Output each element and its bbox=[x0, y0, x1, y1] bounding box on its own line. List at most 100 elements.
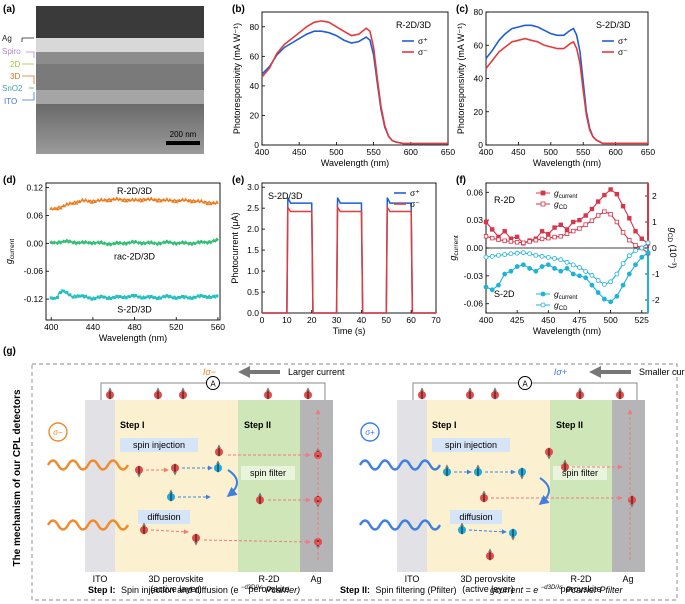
data-point bbox=[77, 240, 82, 245]
data-point bbox=[102, 241, 107, 246]
data-point bbox=[564, 259, 570, 265]
data-point bbox=[608, 279, 614, 285]
data-point bbox=[633, 262, 638, 268]
data-point bbox=[583, 275, 589, 281]
y-tick-label: 0.0 bbox=[247, 308, 259, 318]
data-point bbox=[211, 200, 216, 205]
data-point bbox=[77, 294, 81, 298]
perovskite-3d-layer bbox=[115, 400, 238, 572]
y-tick-label: 60 bbox=[250, 51, 260, 61]
x-tick-label: 400 bbox=[44, 322, 58, 332]
data-point bbox=[539, 229, 545, 234]
data-point bbox=[127, 240, 132, 245]
data-point bbox=[595, 213, 601, 218]
x-tick-label: 500 bbox=[544, 147, 558, 157]
data-point bbox=[124, 198, 129, 203]
light-wave bbox=[46, 519, 130, 531]
data-point bbox=[114, 196, 119, 200]
data-point bbox=[68, 293, 72, 297]
y-right-tick-label: -1 bbox=[652, 269, 660, 279]
data-point bbox=[124, 296, 128, 300]
data-point bbox=[193, 295, 197, 299]
data-point bbox=[171, 296, 175, 300]
caption-eq-tail: Pcarrier Pfilter bbox=[565, 585, 623, 595]
data-point bbox=[61, 239, 66, 244]
layer-labels: Ag Spiro 2D 3D SnO2 ITO bbox=[2, 34, 35, 106]
y-right-tick-label: 0 bbox=[652, 243, 657, 253]
y-tick-label: 0.06 bbox=[26, 211, 43, 221]
x-axis-label: Wavelength (nm) bbox=[533, 158, 601, 168]
data-point bbox=[208, 201, 213, 206]
data-point bbox=[589, 272, 595, 278]
data-point bbox=[164, 197, 169, 201]
x-axis-label: Wavelength (nm) bbox=[99, 333, 167, 343]
data-point bbox=[143, 296, 147, 300]
data-point bbox=[639, 245, 645, 251]
series-label: R-2D/3D bbox=[117, 186, 153, 196]
data-point bbox=[608, 187, 613, 192]
data-point bbox=[545, 262, 551, 268]
layer-label-ag: Ag bbox=[2, 34, 12, 43]
transport-arrow bbox=[150, 529, 189, 535]
legend-label: gCD bbox=[554, 199, 568, 211]
data-point bbox=[552, 255, 557, 261]
data-point bbox=[199, 239, 204, 244]
data-point bbox=[189, 242, 194, 247]
diffusion-label: diffusion bbox=[147, 512, 180, 522]
x-tick-label: 10 bbox=[282, 315, 292, 325]
data-point bbox=[558, 268, 564, 274]
data-point bbox=[121, 296, 125, 300]
data-point bbox=[546, 231, 551, 237]
plot-frame bbox=[261, 11, 449, 146]
data-point bbox=[105, 296, 109, 300]
x-tick-label: 560 bbox=[211, 322, 225, 332]
data-point bbox=[164, 239, 169, 244]
data-point bbox=[177, 198, 182, 203]
data-point bbox=[161, 197, 166, 202]
data-point bbox=[80, 294, 84, 298]
x-tick-label: 500 bbox=[329, 147, 343, 157]
data-point bbox=[111, 241, 116, 246]
panel-a: (a) 200 nm Ag Spiro 2D 3D SnO2 ITO bbox=[2, 4, 204, 154]
perovskite3d-label-2: (active layer) bbox=[150, 584, 202, 594]
x-tick-label: 30 bbox=[332, 315, 342, 325]
ag-label: Ag bbox=[622, 574, 633, 584]
ito-label: ITO bbox=[405, 574, 420, 584]
data-point bbox=[142, 241, 147, 246]
series-line bbox=[262, 204, 436, 314]
legend-label: gcurrent bbox=[554, 289, 578, 301]
data-point bbox=[558, 257, 564, 263]
data-point bbox=[167, 197, 172, 202]
data-point bbox=[214, 237, 219, 242]
data-point bbox=[105, 198, 110, 203]
data-point bbox=[601, 281, 607, 287]
data-point bbox=[633, 229, 638, 234]
data-point bbox=[514, 250, 520, 256]
y-tick-label: 0.12 bbox=[26, 183, 43, 193]
data-point bbox=[614, 219, 620, 225]
data-point bbox=[202, 294, 206, 298]
data-point bbox=[146, 295, 150, 299]
step2-label: Step II bbox=[556, 420, 583, 430]
data-point bbox=[508, 251, 514, 257]
data-point bbox=[589, 282, 595, 288]
data-point bbox=[190, 296, 194, 300]
data-point bbox=[139, 198, 144, 203]
data-point bbox=[564, 231, 570, 236]
ammeter-label: A bbox=[522, 380, 528, 389]
ammeter-label: A bbox=[210, 380, 216, 389]
polarization-label: σ+ bbox=[365, 428, 375, 437]
data-point bbox=[514, 234, 520, 240]
data-point bbox=[180, 197, 185, 201]
data-point bbox=[627, 216, 632, 221]
data-point bbox=[489, 287, 495, 293]
data-point bbox=[77, 199, 82, 204]
data-point bbox=[496, 282, 501, 288]
data-point bbox=[212, 294, 216, 298]
data-point bbox=[74, 241, 79, 246]
caption-step1-tail: Pcarrier) bbox=[266, 585, 301, 595]
data-point bbox=[86, 240, 91, 245]
data-point bbox=[67, 239, 72, 244]
data-point bbox=[74, 295, 78, 299]
data-point bbox=[620, 261, 626, 267]
